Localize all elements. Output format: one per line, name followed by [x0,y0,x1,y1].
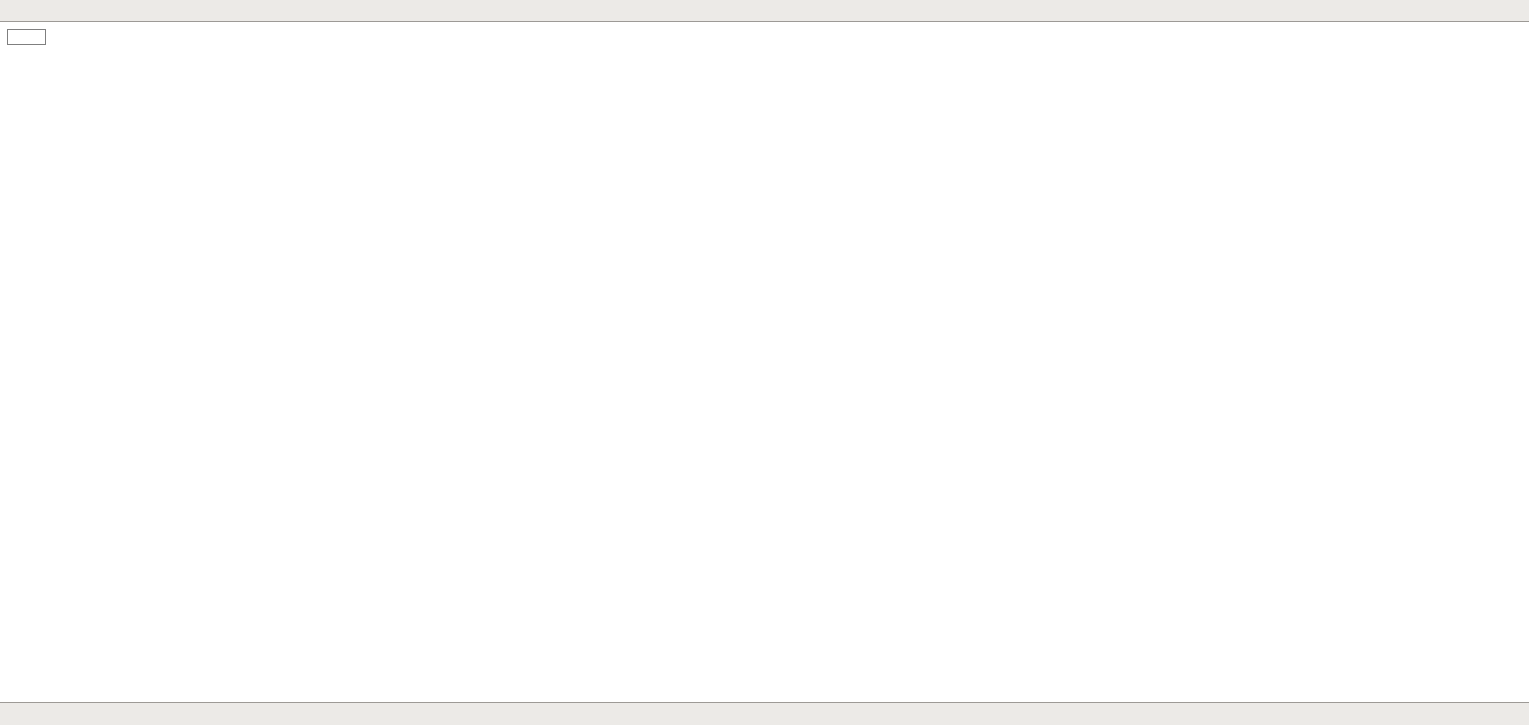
symbol-tab-bar [0,702,1529,725]
chart-canvas[interactable] [0,22,1529,702]
timeframe-toolbar [0,0,1529,22]
chart-title [7,29,46,45]
tab-scroll-arrows [1497,702,1529,725]
